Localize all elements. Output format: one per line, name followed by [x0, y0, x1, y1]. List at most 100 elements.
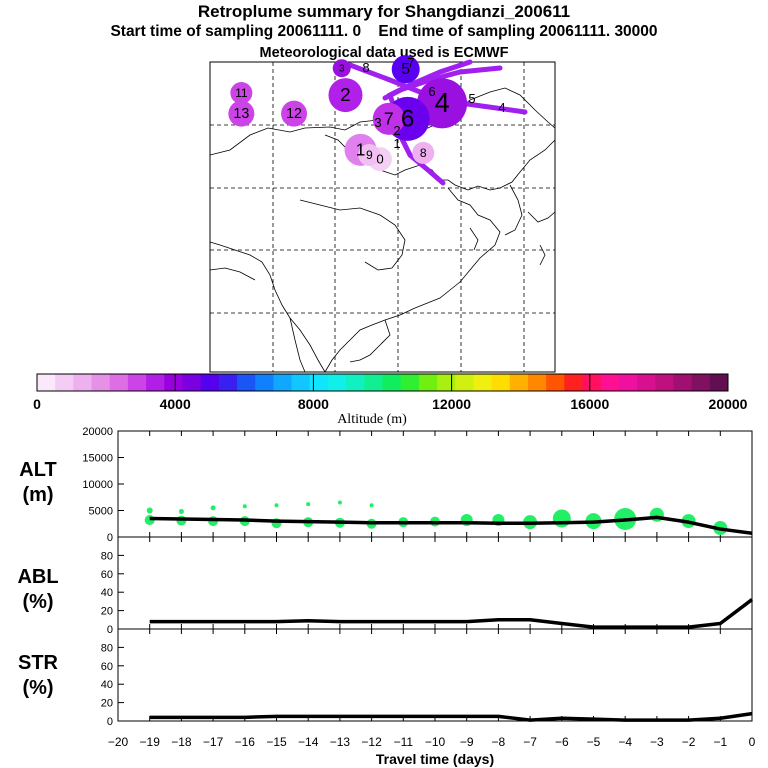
cluster-label: 13: [233, 106, 249, 122]
cluster-marker: [412, 141, 435, 164]
x-tick-label: −11: [394, 735, 414, 749]
track-label: 8: [362, 60, 369, 75]
colorbar-cell: [237, 374, 256, 391]
track-label: 7: [407, 55, 414, 70]
panel-ylabel: (m): [22, 484, 53, 506]
colorbar-cell: [37, 374, 56, 391]
colorbar-cell: [509, 374, 529, 391]
chart-title: Retroplume summary for Shangdianzi_20061…: [197, 2, 571, 21]
y-tick-label: 10000: [82, 479, 113, 491]
y-tick-label: 20: [101, 698, 113, 710]
y-tick-label: 60: [101, 569, 113, 581]
y-tick-label: 80: [101, 642, 113, 654]
colorbar-cell: [309, 374, 329, 391]
colorbar-cell: [164, 374, 183, 391]
cluster-label: 9: [366, 148, 373, 162]
cluster-label: 3: [339, 63, 345, 74]
track-label: 1: [393, 136, 400, 151]
colorbar-cell: [546, 374, 565, 391]
panel-title: STR: [18, 652, 59, 674]
x-tick-label: −8: [492, 735, 506, 749]
x-tick-label: 0: [749, 735, 756, 749]
colorbar: 0 4000 8000 12000 16000 20000 Altitude (m): [33, 373, 748, 427]
cluster-marker: [417, 78, 468, 129]
cluster-marker: [372, 102, 405, 135]
track-label: 2: [393, 123, 400, 138]
cluster-label: 11: [235, 86, 248, 100]
series-line: [149, 515, 753, 536]
y-tick-label: 0: [107, 532, 113, 544]
colorbar-cell: [400, 374, 420, 391]
track-label: 3: [374, 115, 381, 130]
colorbar-cell: [418, 374, 438, 391]
cluster-marker: [228, 100, 255, 127]
colorbar-cell: [291, 374, 311, 391]
series-line: [149, 711, 753, 722]
colorbar-cell: [691, 374, 711, 391]
x-axis: −20 −19 −18 −17 −16 −15 −14 −13 −12 −11 −10 −9 −8 −7−…: [108, 735, 756, 767]
y-tick-label: 20: [101, 606, 113, 618]
panel-ylabel: (%): [22, 591, 53, 613]
start-time-text: Start time of sampling 20061111. 0: [110, 23, 362, 40]
x-tick-label: −6: [555, 735, 569, 749]
scatter-point: [274, 503, 279, 508]
panel-title: ABL: [17, 566, 58, 588]
scatter-point: [369, 503, 374, 508]
x-tick-label: −9: [460, 735, 474, 749]
cluster-marker: [391, 55, 420, 84]
y-tick-label: 5000: [89, 506, 113, 518]
panel-abl: 0 20 40 60 80 ABL (%): [17, 536, 754, 636]
colorbar-cell: [200, 374, 220, 391]
colorbar-cell: [618, 374, 638, 391]
panel-title: ALT: [19, 459, 56, 481]
chart-subtitle: Start time of sampling 20061111. 0 End t…: [0, 23, 768, 41]
colorbar-cell: [273, 374, 293, 391]
cluster-marker: [332, 59, 351, 78]
scatter-point: [178, 509, 184, 515]
panel-frame: [117, 628, 753, 722]
colorbar-tick-label: 0: [33, 396, 41, 412]
x-tick-label: −12: [361, 735, 382, 749]
scatter-point: [210, 505, 216, 511]
colorbar-cell: [637, 374, 656, 391]
y-tick-label: 20000: [82, 426, 113, 438]
cluster-label: 8: [420, 146, 427, 160]
colorbar-tick-label: 20000: [709, 396, 748, 412]
x-tick-label: −5: [587, 735, 601, 749]
x-tick-label: −17: [203, 735, 224, 749]
track-label: 4: [498, 100, 505, 115]
colorbar-cell: [582, 374, 602, 391]
y-tick-label: 60: [101, 661, 113, 673]
end-time-text: End time of sampling 20061111. 30000: [378, 23, 658, 40]
colorbar-cell: [182, 374, 202, 391]
colorbar-cell: [600, 374, 620, 391]
x-tick-label: −19: [140, 735, 161, 749]
colorbar-cell: [346, 374, 365, 391]
x-tick-label: −14: [298, 735, 319, 749]
colorbar-cell: [673, 374, 693, 391]
y-tick-label: 15000: [82, 453, 113, 465]
cluster-label: 2: [340, 84, 350, 105]
colorbar-cell: [709, 374, 729, 391]
cluster-label: 1: [356, 139, 366, 159]
colorbar-tick-label: 12000: [432, 396, 471, 412]
scatter-point: [146, 507, 153, 514]
track-label: 6: [428, 84, 435, 99]
x-tick-label: −13: [330, 735, 351, 749]
colorbar-cell: [146, 374, 165, 391]
colorbar-cell: [491, 374, 511, 391]
x-tick-label: −10: [425, 735, 446, 749]
scatter-point: [242, 504, 247, 509]
colorbar-cell: [255, 374, 274, 391]
colorbar-tick-label: 16000: [570, 396, 609, 412]
scatter-point: [306, 502, 311, 507]
x-tick-label: −20: [108, 735, 129, 749]
panel-alt: 0 5000 10000 15000 20000 ALT (m): [19, 426, 753, 544]
x-tick-label: −1: [713, 735, 727, 749]
x-tick-label: −3: [650, 735, 664, 749]
cluster-marker: [230, 82, 253, 104]
colorbar-cell: [91, 374, 111, 391]
x-axis-label: Travel time (days): [376, 751, 494, 767]
